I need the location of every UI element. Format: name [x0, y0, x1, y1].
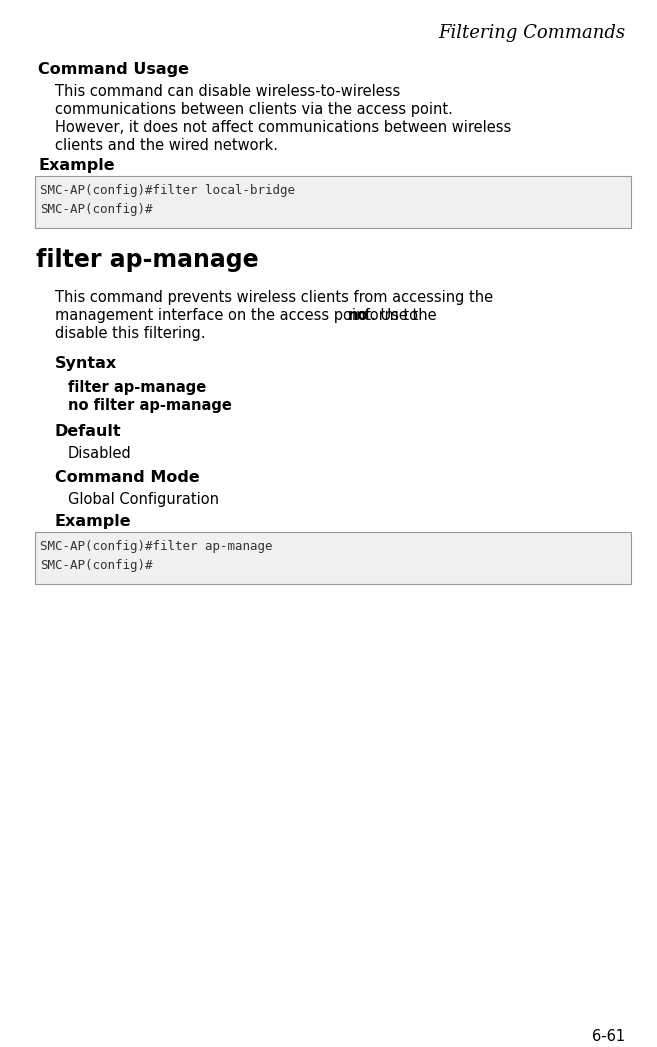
Text: Command Mode: Command Mode — [55, 470, 200, 485]
Text: Syntax: Syntax — [55, 356, 117, 371]
Bar — [35, 532, 631, 584]
Text: management interface on the access point. Use the: management interface on the access point… — [55, 308, 442, 324]
Text: Global Configuration: Global Configuration — [68, 492, 219, 507]
Text: Example: Example — [55, 514, 131, 529]
Text: clients and the wired network.: clients and the wired network. — [55, 138, 278, 153]
Text: This command can disable wireless-to-wireless: This command can disable wireless-to-wir… — [55, 84, 400, 99]
Text: Filtering Commands: Filtering Commands — [438, 24, 625, 42]
Text: no filter ap-manage: no filter ap-manage — [68, 398, 232, 413]
Text: Disabled: Disabled — [68, 446, 132, 461]
Text: However, it does not affect communications between wireless: However, it does not affect communicatio… — [55, 120, 511, 135]
Text: disable this filtering.: disable this filtering. — [55, 326, 206, 341]
Text: Example: Example — [38, 158, 114, 173]
Text: This command prevents wireless clients from accessing the: This command prevents wireless clients f… — [55, 290, 493, 305]
Text: no: no — [348, 308, 368, 324]
Text: filter ap-manage: filter ap-manage — [36, 248, 259, 272]
Text: SMC-AP(config)#filter ap-manage
SMC-AP(config)#: SMC-AP(config)#filter ap-manage SMC-AP(c… — [40, 540, 273, 573]
Text: 6-61: 6-61 — [592, 1029, 625, 1044]
Text: Command Usage: Command Usage — [38, 62, 189, 77]
Text: Default: Default — [55, 424, 122, 439]
Text: communications between clients via the access point.: communications between clients via the a… — [55, 102, 453, 117]
Text: filter ap-manage: filter ap-manage — [68, 380, 206, 395]
Text: form to: form to — [360, 308, 419, 324]
Bar — [35, 176, 631, 228]
Text: SMC-AP(config)#filter local-bridge
SMC-AP(config)#: SMC-AP(config)#filter local-bridge SMC-A… — [40, 184, 295, 217]
